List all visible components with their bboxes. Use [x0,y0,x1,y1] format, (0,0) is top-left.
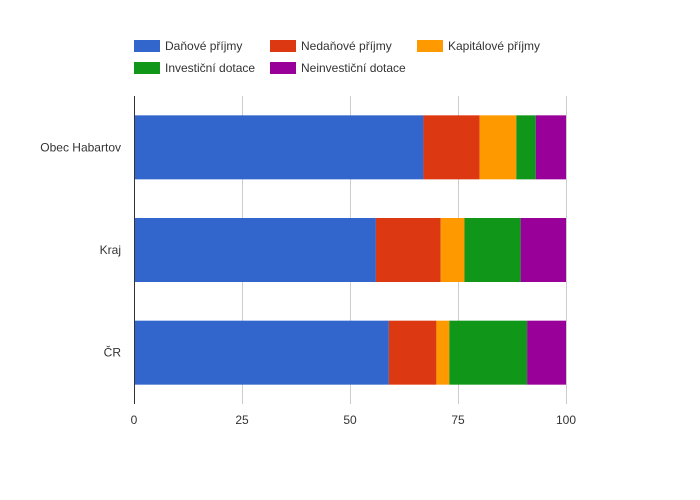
legend-label[interactable]: Investiční dotace [165,61,255,75]
bar-segment[interactable] [436,320,450,385]
x-tick-label: 50 [343,413,357,427]
category-label: Obec Habartov [40,140,121,154]
category-label: ČR [104,345,122,360]
axes: 0 25 50 75 100 Obec Habartov Kraj ČR [40,96,576,427]
legend-label[interactable]: Daňové příjmy [165,39,242,53]
legend-swatch [270,40,296,52]
legend-label[interactable]: Kapitálové příjmy [448,39,540,53]
bars [134,115,566,385]
bar-segment[interactable] [516,115,536,180]
bar-segment[interactable] [134,115,424,180]
legend[interactable]: Daňové příjmy Nedaňové příjmy Kapitálové p… [134,39,540,75]
bar-segment[interactable] [440,218,465,282]
x-tick-label: 100 [556,413,576,427]
bar-segment[interactable] [535,115,566,180]
bar-segment[interactable] [134,320,389,385]
bar-segment[interactable] [388,320,437,385]
legend-label[interactable]: Nedaňové příjmy [301,39,392,53]
x-tick-label: 25 [235,413,249,427]
legend-swatch [417,40,443,52]
bar-segment[interactable] [479,115,517,180]
bar-segment[interactable] [464,218,521,282]
bar-segment[interactable] [520,218,566,282]
bar-segment[interactable] [423,115,480,180]
bar-segment[interactable] [375,218,441,282]
bar-segment[interactable] [527,320,566,385]
legend-label[interactable]: Neinvestiční dotace [301,61,406,75]
bar-segment[interactable] [449,320,528,385]
x-tick-label: 0 [131,413,138,427]
x-tick-label: 75 [451,413,465,427]
bar-segment[interactable] [134,218,376,282]
legend-swatch [134,62,160,74]
legend-swatch [134,40,160,52]
category-label: Kraj [100,243,121,257]
legend-swatch [270,62,296,74]
